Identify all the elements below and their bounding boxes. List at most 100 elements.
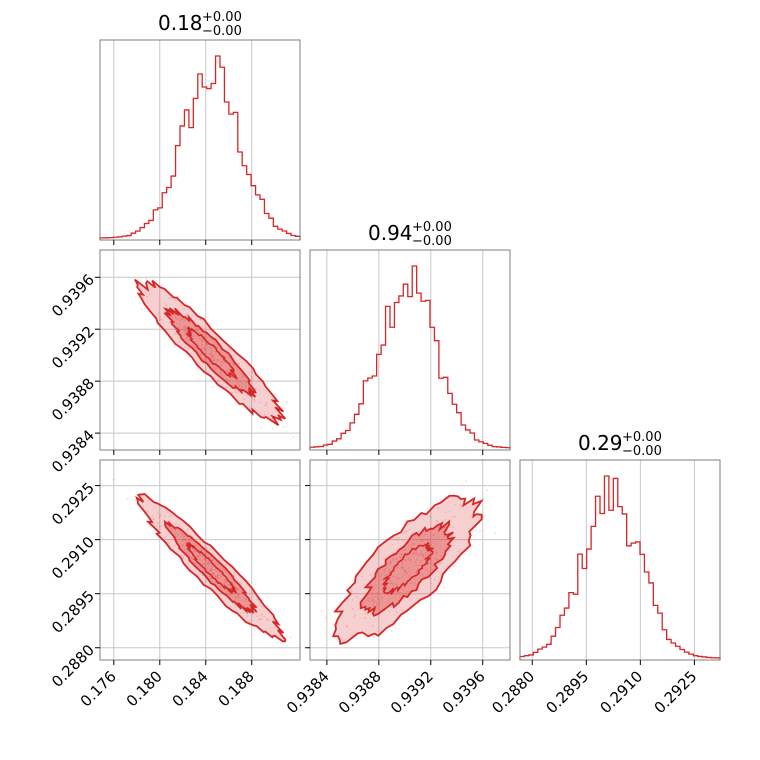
sample-point	[392, 558, 395, 561]
sample-point	[452, 526, 455, 529]
sample-point	[195, 335, 198, 338]
sample-point	[417, 530, 420, 532]
sample-point	[421, 552, 424, 555]
x-tick-label-2: 0.2895	[542, 667, 592, 717]
sample-point	[412, 554, 414, 557]
sample-point	[289, 636, 292, 639]
sample-point	[383, 569, 385, 572]
sample-point	[397, 536, 400, 539]
sample-point	[414, 582, 416, 585]
sample-point	[178, 340, 181, 343]
sample-point	[216, 574, 219, 577]
sample-point	[200, 347, 203, 350]
sample-point	[210, 357, 213, 360]
sample-point	[404, 559, 407, 561]
sample-point	[424, 551, 427, 554]
sample-point	[267, 420, 270, 423]
sample-point	[207, 564, 210, 566]
sample-point	[422, 540, 425, 543]
sample-point	[408, 529, 411, 531]
sample-point	[372, 605, 374, 607]
sample-point	[411, 542, 414, 545]
sample-point	[170, 297, 173, 299]
hist-frame-0	[99, 39, 301, 241]
sample-point	[237, 595, 239, 598]
sample-point	[241, 376, 244, 378]
sample-point	[198, 549, 200, 551]
sample-point	[399, 556, 402, 559]
sample-point	[386, 573, 388, 576]
sample-point	[372, 587, 375, 590]
sample-point	[265, 404, 268, 406]
sample-point	[239, 387, 241, 390]
sample-point	[188, 551, 190, 554]
sample-point	[434, 520, 437, 523]
sample-point	[415, 564, 417, 566]
sample-point	[235, 389, 238, 391]
sample-point	[454, 516, 457, 518]
sample-point	[214, 350, 217, 353]
sample-point	[160, 284, 163, 287]
sample-point	[408, 570, 411, 573]
sample-point	[453, 503, 456, 506]
sample-point	[187, 336, 190, 339]
sample-point	[151, 515, 154, 518]
sample-point	[419, 552, 422, 555]
sample-point	[232, 363, 235, 366]
sample-point	[226, 584, 229, 587]
sample-point	[216, 574, 219, 577]
sample-point	[405, 591, 407, 593]
sample-point	[268, 619, 271, 622]
sample-point	[384, 568, 387, 570]
sample-point	[197, 555, 199, 558]
sample-point	[212, 572, 215, 575]
sample-point	[244, 381, 247, 384]
sample-point	[223, 582, 226, 585]
sample-point	[165, 510, 168, 513]
sample-point	[396, 610, 398, 613]
sample-point	[214, 342, 217, 345]
sample-point	[212, 558, 215, 561]
sample-point	[249, 612, 252, 615]
sample-point	[152, 518, 155, 520]
sample-point	[183, 329, 186, 332]
sample-point	[143, 307, 146, 310]
sample-point	[407, 574, 410, 577]
sample-point	[429, 558, 432, 561]
sample-point	[222, 374, 224, 377]
sample-point	[240, 589, 243, 591]
x-tick-label-2: 0.2925	[651, 667, 701, 717]
sample-point	[220, 364, 223, 367]
sample-point	[259, 614, 262, 617]
sample-point	[237, 588, 239, 591]
sample-point	[231, 392, 234, 394]
sample-point	[245, 598, 248, 601]
sample-point	[366, 599, 369, 602]
sample-point	[209, 555, 212, 558]
sample-point	[156, 314, 159, 317]
y-tick-label-1: 0.9392	[48, 323, 98, 373]
sample-point	[204, 559, 207, 562]
sample-point	[239, 581, 242, 584]
sample-point	[388, 569, 390, 572]
sample-point	[210, 352, 212, 355]
sample-point	[209, 570, 212, 573]
sample-point	[443, 586, 445, 589]
sample-point	[388, 562, 391, 564]
sample-point	[404, 569, 407, 572]
sample-point	[183, 346, 186, 349]
param-title-lower-1: −0.00	[412, 234, 452, 249]
sample-point	[218, 566, 221, 569]
sample-point	[354, 614, 357, 616]
sample-point	[183, 308, 186, 311]
sample-point	[207, 346, 210, 349]
sample-point	[414, 552, 416, 555]
sample-point	[325, 616, 327, 619]
sample-point	[181, 544, 184, 547]
sample-point	[355, 596, 358, 599]
x-tick-label-0: 0.176	[77, 667, 120, 710]
sample-point	[258, 389, 261, 391]
sample-point	[256, 598, 259, 600]
sample-point	[345, 625, 348, 628]
